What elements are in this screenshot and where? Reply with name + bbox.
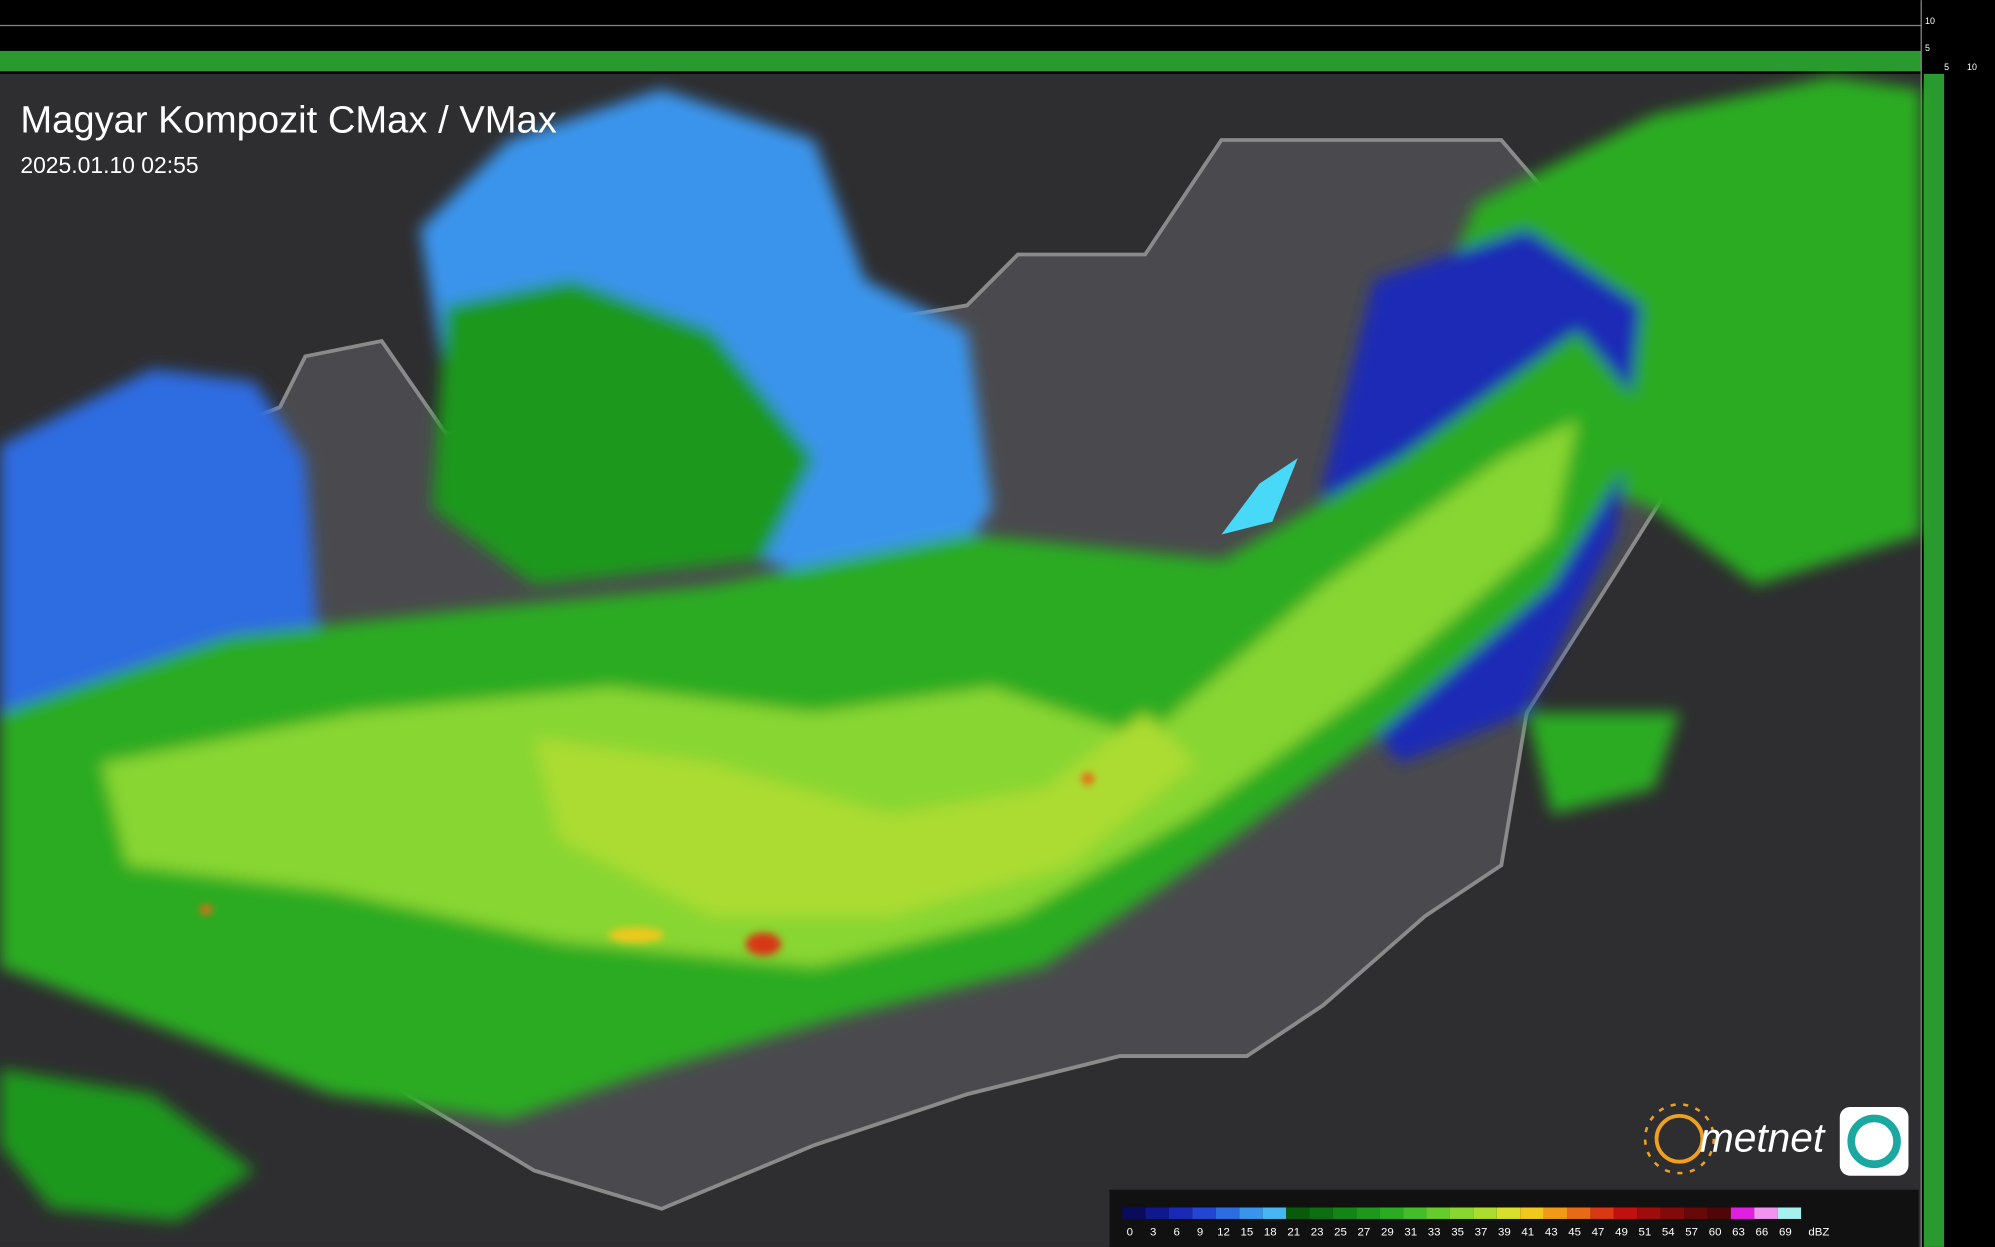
echo-core: [199, 904, 213, 915]
legend-swatch: [1145, 1207, 1170, 1219]
legend-swatch: [1496, 1207, 1521, 1219]
legend-swatch: [1613, 1207, 1638, 1219]
legend-swatch: [1309, 1207, 1333, 1219]
legend-label: 15: [1241, 1226, 1254, 1238]
echo-core: [1081, 772, 1095, 786]
logo-text: metnet: [1700, 1115, 1826, 1161]
lake: [1221, 458, 1298, 535]
legend-swatch: [1122, 1207, 1146, 1219]
legend-swatch: [1730, 1207, 1755, 1219]
legend-unit: dBZ: [1808, 1226, 1829, 1238]
title: Magyar Kompozit CMax / VMax: [20, 98, 556, 141]
scale-tick: 10: [1925, 16, 1935, 26]
echo: [1526, 712, 1680, 815]
legend-label: 63: [1732, 1226, 1745, 1238]
legend-label: 66: [1756, 1226, 1769, 1238]
radar-echoes: [0, 76, 1922, 1222]
legend-swatch: [1426, 1207, 1450, 1219]
legend-label: 18: [1264, 1226, 1277, 1238]
legend-swatch: [1707, 1207, 1731, 1219]
scale-tick: 5: [1944, 62, 1949, 72]
scale-tick: 5: [1925, 43, 1930, 53]
legend-label: 43: [1545, 1226, 1558, 1238]
legend-swatch: [1215, 1207, 1240, 1219]
legend-label: 23: [1311, 1226, 1324, 1238]
legend-label: 29: [1381, 1226, 1394, 1238]
legend-label: 9: [1197, 1226, 1203, 1238]
legend-label: 0: [1127, 1226, 1133, 1238]
legend-label: 31: [1404, 1226, 1417, 1238]
legend-swatch: [1332, 1207, 1357, 1219]
side-strip: [1923, 73, 1945, 1247]
side-scale: 10 5 5 10: [1925, 16, 1977, 72]
legend-label: 45: [1568, 1226, 1581, 1238]
legend-swatch: [1262, 1207, 1287, 1219]
legend-label: 51: [1638, 1226, 1651, 1238]
legend-swatch: [1566, 1207, 1591, 1219]
legend-swatch: [1590, 1207, 1614, 1219]
legend-swatch: [1403, 1207, 1427, 1219]
legend: 0 3 6 9 12 15 18 21 23 25 27 29 31 33 35 37 39 41 43 45 47 49…: [1122, 1207, 1829, 1238]
legend-swatch: [1777, 1207, 1802, 1219]
echo: [101, 419, 1578, 968]
echo: [432, 279, 815, 586]
scale-tick: 10: [1967, 62, 1977, 72]
legend-label: 49: [1615, 1226, 1628, 1238]
legend-swatch: [1239, 1207, 1263, 1219]
legend-swatch: [1286, 1207, 1310, 1219]
legend-label: 35: [1451, 1226, 1464, 1238]
echo: [534, 712, 1196, 917]
echo-core: [745, 932, 782, 956]
legend-swatch: [1192, 1207, 1216, 1219]
logo-rays: [1643, 1103, 1716, 1175]
echo-core: [608, 927, 665, 943]
legend-swatch: [1684, 1207, 1708, 1219]
legend-label: 12: [1217, 1226, 1230, 1238]
logo: metnet: [1643, 1103, 1909, 1176]
legend-label: 54: [1662, 1226, 1675, 1238]
legend-label: 33: [1428, 1226, 1441, 1238]
legend-label: 21: [1287, 1226, 1300, 1238]
legend-swatch: [1660, 1207, 1685, 1219]
logo-swirl: [1847, 1114, 1901, 1169]
legend-label: 3: [1150, 1226, 1156, 1238]
legend-label: 37: [1475, 1226, 1488, 1238]
legend-swatch: [1449, 1207, 1474, 1219]
legend-swatch: [1520, 1207, 1544, 1219]
legend-swatch: [1169, 1207, 1193, 1219]
legend-label: 25: [1334, 1226, 1347, 1238]
legend-swatch: [1637, 1207, 1661, 1219]
legend-swatch: [1543, 1207, 1567, 1219]
legend-swatch: [1754, 1207, 1778, 1219]
legend-label: 6: [1173, 1226, 1179, 1238]
legend-label: 60: [1709, 1226, 1722, 1238]
legend-label: 47: [1592, 1226, 1605, 1238]
legend-label: 69: [1779, 1226, 1792, 1238]
legend-swatch: [1356, 1207, 1380, 1219]
timestamp: 2025.01.10 02:55: [20, 152, 198, 178]
strong-echoes: [199, 772, 1095, 956]
logo-sun: [1654, 1113, 1705, 1164]
top-strip: [0, 50, 1922, 72]
legend-label: 39: [1498, 1226, 1511, 1238]
legend-swatch: [1473, 1207, 1497, 1219]
legend-label: 27: [1358, 1226, 1371, 1238]
legend-label: 41: [1521, 1226, 1534, 1238]
legend-swatch: [1379, 1207, 1404, 1219]
echo: [0, 1068, 255, 1222]
legend-label: 57: [1685, 1226, 1698, 1238]
